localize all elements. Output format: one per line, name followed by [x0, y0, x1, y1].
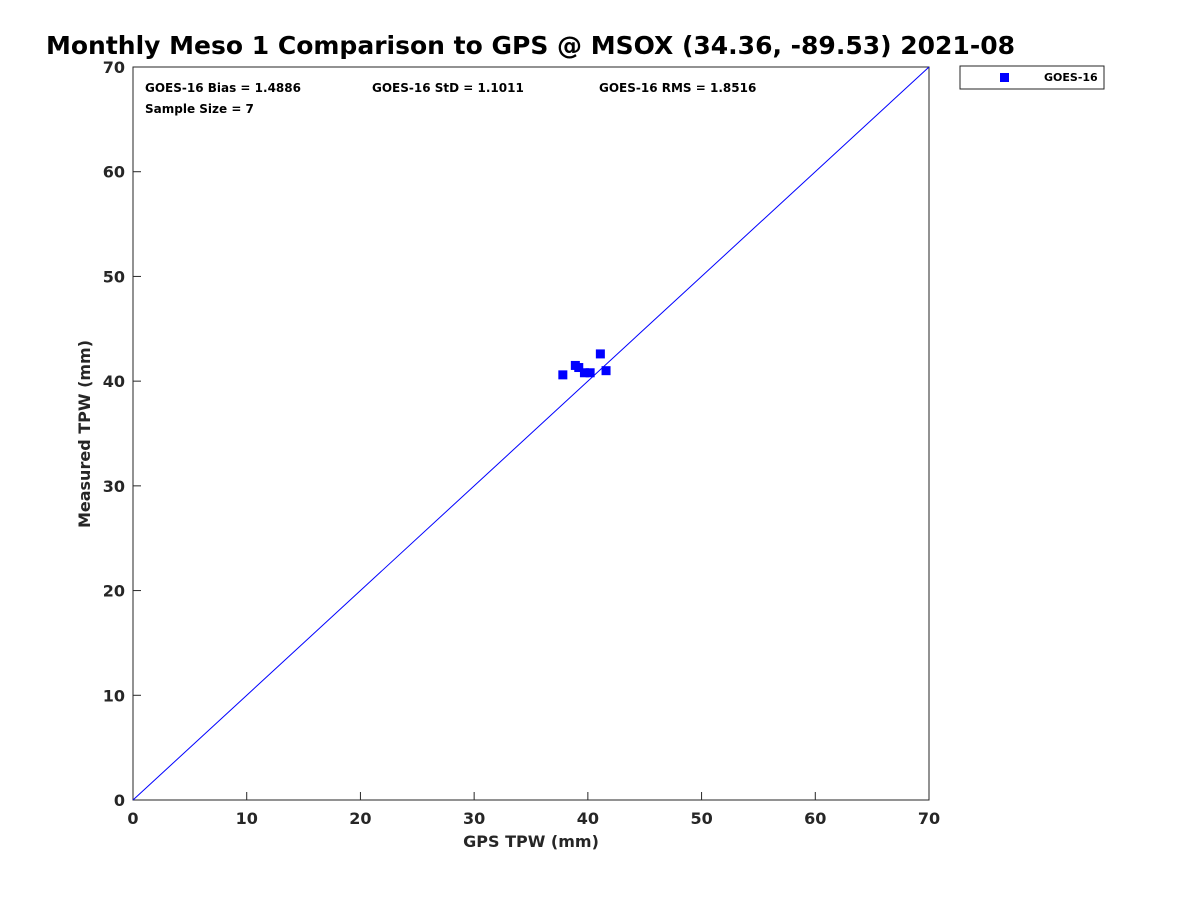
y-tick-label: 20	[103, 582, 125, 601]
x-tick-label: 60	[804, 809, 826, 828]
y-tick-label: 40	[103, 372, 125, 391]
plot-area: 0 10 20 30 40 50 60 70 0 10 20 30 40 50 60 70 GOES-16 …	[103, 58, 940, 828]
x-tick-label: 30	[463, 809, 485, 828]
y-axis-label: Measured TPW (mm)	[75, 340, 94, 528]
chart-title: Monthly Meso 1 Comparison to GPS @ MSOX …	[46, 31, 1015, 60]
data-point	[601, 366, 611, 376]
x-axis-label: GPS TPW (mm)	[463, 832, 599, 851]
rms-annotation: GOES-16 RMS = 1.8516	[599, 81, 756, 95]
data-point	[558, 370, 568, 380]
y-tick-label: 30	[103, 477, 125, 496]
x-tick-label: 10	[236, 809, 258, 828]
axes-box	[132, 66, 930, 801]
y-tick-label: 0	[114, 791, 125, 810]
one-to-one-reference-line	[132, 66, 930, 801]
legend-box	[959, 65, 1105, 90]
legend-label-goes16: GOES-16	[1044, 71, 1098, 84]
data-point	[579, 368, 589, 378]
data-point	[585, 368, 595, 378]
data-point	[574, 363, 584, 373]
x-tick-label: 70	[918, 809, 940, 828]
legend: GOES-16	[959, 65, 1105, 90]
x-tick-label: 40	[577, 809, 599, 828]
y-axis: 0 10 20 30 40 50 60 70	[103, 58, 141, 810]
bias-annotation: GOES-16 Bias = 1.4886	[145, 81, 301, 95]
std-annotation: GOES-16 StD = 1.1011	[372, 81, 524, 95]
x-tick-label: 20	[349, 809, 371, 828]
y-tick-label: 50	[103, 267, 125, 286]
goes16-points	[558, 349, 611, 380]
x-tick-label: 0	[127, 809, 138, 828]
legend-marker-goes16	[1000, 73, 1009, 82]
data-point	[595, 349, 605, 359]
y-tick-label: 60	[103, 163, 125, 182]
y-tick-label: 70	[103, 58, 125, 77]
y-tick-label: 10	[103, 686, 125, 705]
x-axis: 0 10 20 30 40 50 60 70	[127, 792, 940, 828]
sample-size-annotation: Sample Size = 7	[145, 102, 254, 116]
x-tick-label: 50	[690, 809, 712, 828]
